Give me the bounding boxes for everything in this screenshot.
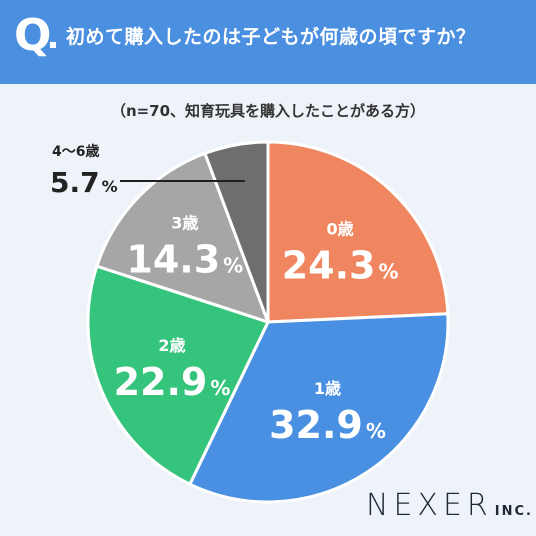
percent-unit: % xyxy=(102,177,118,196)
slice-category-4-to-6-sai: 4〜6歳 xyxy=(52,143,99,160)
percent-unit: % xyxy=(223,253,243,277)
q-mark: Q xyxy=(14,10,52,61)
brand-logo: NEXER INC. xyxy=(366,488,533,523)
q-dot xyxy=(50,42,56,48)
pie-slice-0-sai xyxy=(266,140,450,324)
slice-category-0-sai: 0歳 xyxy=(327,220,354,239)
brand-name: NEXER xyxy=(366,488,493,523)
slice-category-3-sai: 3歳 xyxy=(171,213,198,232)
pie-slice-1-sai xyxy=(188,312,450,504)
percent-unit: % xyxy=(366,419,386,443)
brand-suffix: INC. xyxy=(494,504,533,519)
question-text: 初めて購入したのは子どもが何歳の頃ですか？ xyxy=(66,26,476,48)
percent-unit: % xyxy=(210,376,230,400)
slice-category-1-sai: 1歳 xyxy=(314,379,341,398)
question-header: Q 初めて購入したのは子どもが何歳の頃ですか？ xyxy=(0,0,536,84)
pie-slice-2-sai xyxy=(86,264,270,486)
pie-slices xyxy=(86,140,450,504)
slice-value-4-to-6-sai: 5.7% xyxy=(50,166,118,199)
slice-category-2-sai: 2歳 xyxy=(158,336,185,355)
percent-unit: % xyxy=(378,260,398,284)
sample-note: （n=70、知育玩具を購入したことがある方） xyxy=(110,102,426,120)
pie-slice-3-sai xyxy=(95,151,270,324)
pie-slice-4-to-6-sai xyxy=(203,140,270,324)
